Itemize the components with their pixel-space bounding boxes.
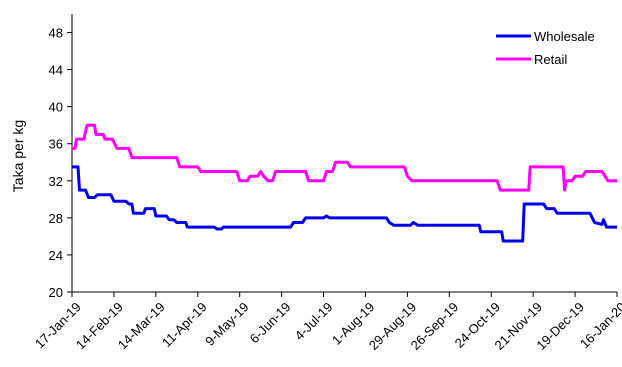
x-tick-label: 11-Apr-19	[159, 299, 210, 350]
y-tick-label: 48	[49, 26, 63, 41]
y-tick-label: 20	[49, 285, 63, 300]
y-tick-label: 44	[49, 63, 63, 78]
y-tick-label: 32	[49, 174, 63, 189]
y-tick-label: 24	[49, 248, 63, 263]
series-line-wholesale	[72, 165, 617, 243]
x-tick-label: 9-May-19	[202, 299, 251, 348]
legend: Wholesale Retail	[496, 29, 595, 67]
x-axis: 17-Jan-1914-Feb-1914-Mar-1911-Apr-199-Ma…	[32, 291, 622, 353]
y-tick-label: 28	[49, 211, 63, 226]
y-tick-label: 40	[49, 100, 63, 115]
x-tick-label: 6-Jun-19	[247, 299, 294, 346]
y-axis-title: Taka per kg	[10, 120, 26, 192]
series-lines	[72, 123, 617, 243]
y-axis: 20 24 28 32 36 40 44 48	[49, 14, 73, 300]
series-line-retail	[72, 123, 617, 192]
y-tick-label: 36	[49, 137, 63, 152]
legend-label-wholesale: Wholesale	[534, 29, 595, 44]
legend-label-retail: Retail	[534, 52, 567, 67]
